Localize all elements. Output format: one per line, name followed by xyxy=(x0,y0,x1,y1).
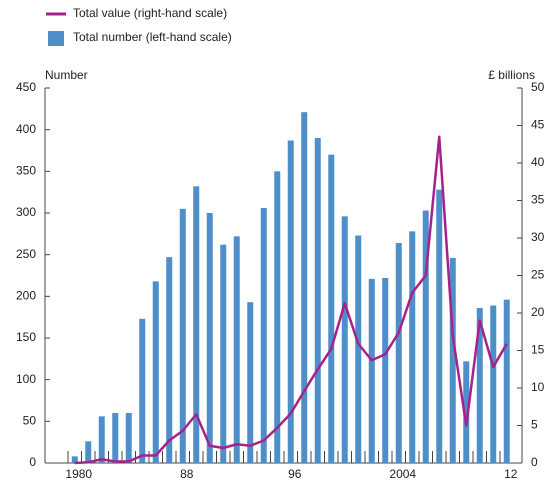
bar xyxy=(166,257,173,463)
bar xyxy=(409,231,416,463)
legend-label: Total value (right-hand scale) xyxy=(73,6,227,20)
bar xyxy=(274,171,281,464)
y2-tick-label: 0 xyxy=(531,455,538,469)
bar xyxy=(341,216,348,463)
y-tick-label: 400 xyxy=(16,122,36,136)
bar xyxy=(436,189,443,463)
y2-tick-label: 40 xyxy=(531,155,545,169)
bar xyxy=(179,208,186,463)
x-tick-label: 1980 xyxy=(65,467,92,481)
line xyxy=(74,135,508,465)
y2-tick-label: 20 xyxy=(531,305,545,319)
y-tick-label: 0 xyxy=(29,455,36,469)
bar xyxy=(193,186,200,464)
bar xyxy=(112,413,119,463)
bar xyxy=(287,140,294,463)
bar xyxy=(220,244,227,463)
bar xyxy=(395,243,402,463)
y2-tick-label: 50 xyxy=(531,80,545,94)
y2-tick-label: 10 xyxy=(531,380,545,394)
bar xyxy=(355,235,362,463)
bar xyxy=(328,154,335,463)
legend-label: Total number (left-hand scale) xyxy=(73,30,232,44)
bar xyxy=(152,281,159,463)
bar xyxy=(449,258,456,463)
bar xyxy=(476,308,483,463)
y2-tick-label: 25 xyxy=(531,268,545,282)
legend-swatch xyxy=(48,31,64,46)
bar xyxy=(139,318,146,463)
bar xyxy=(301,112,308,464)
bar xyxy=(247,302,254,463)
bar xyxy=(314,138,321,463)
bar xyxy=(98,416,105,463)
y-axis-title: Number xyxy=(45,68,88,82)
y-tick-label: 250 xyxy=(16,247,36,261)
bar xyxy=(490,305,497,463)
y2-axis-title: £ billions xyxy=(488,68,535,82)
bar xyxy=(260,208,267,463)
y-tick-label: 150 xyxy=(16,330,36,344)
bar xyxy=(368,278,375,463)
y-tick-label: 300 xyxy=(16,205,36,219)
bar xyxy=(503,299,510,463)
bar xyxy=(206,213,213,463)
x-tick-label: 96 xyxy=(288,467,302,481)
bar xyxy=(125,413,132,463)
y2-tick-label: 30 xyxy=(531,230,545,244)
y2-tick-label: 35 xyxy=(531,193,545,207)
y-tick-label: 350 xyxy=(16,164,36,178)
y-tick-label: 450 xyxy=(16,80,36,94)
bar xyxy=(382,278,389,463)
y-tick-label: 200 xyxy=(16,289,36,303)
bar xyxy=(85,441,92,463)
x-tick-label: 88 xyxy=(180,467,194,481)
y2-tick-label: 15 xyxy=(531,343,545,357)
y-tick-label: 50 xyxy=(23,414,37,428)
y2-tick-label: 5 xyxy=(531,418,538,432)
bar xyxy=(71,456,78,463)
bar xyxy=(422,210,429,463)
y-tick-label: 100 xyxy=(16,372,36,386)
x-tick-label: 2004 xyxy=(389,467,416,481)
x-tick-label: 12 xyxy=(504,467,518,481)
bar xyxy=(233,236,240,463)
y2-tick-label: 45 xyxy=(531,118,545,132)
bar xyxy=(463,361,470,463)
